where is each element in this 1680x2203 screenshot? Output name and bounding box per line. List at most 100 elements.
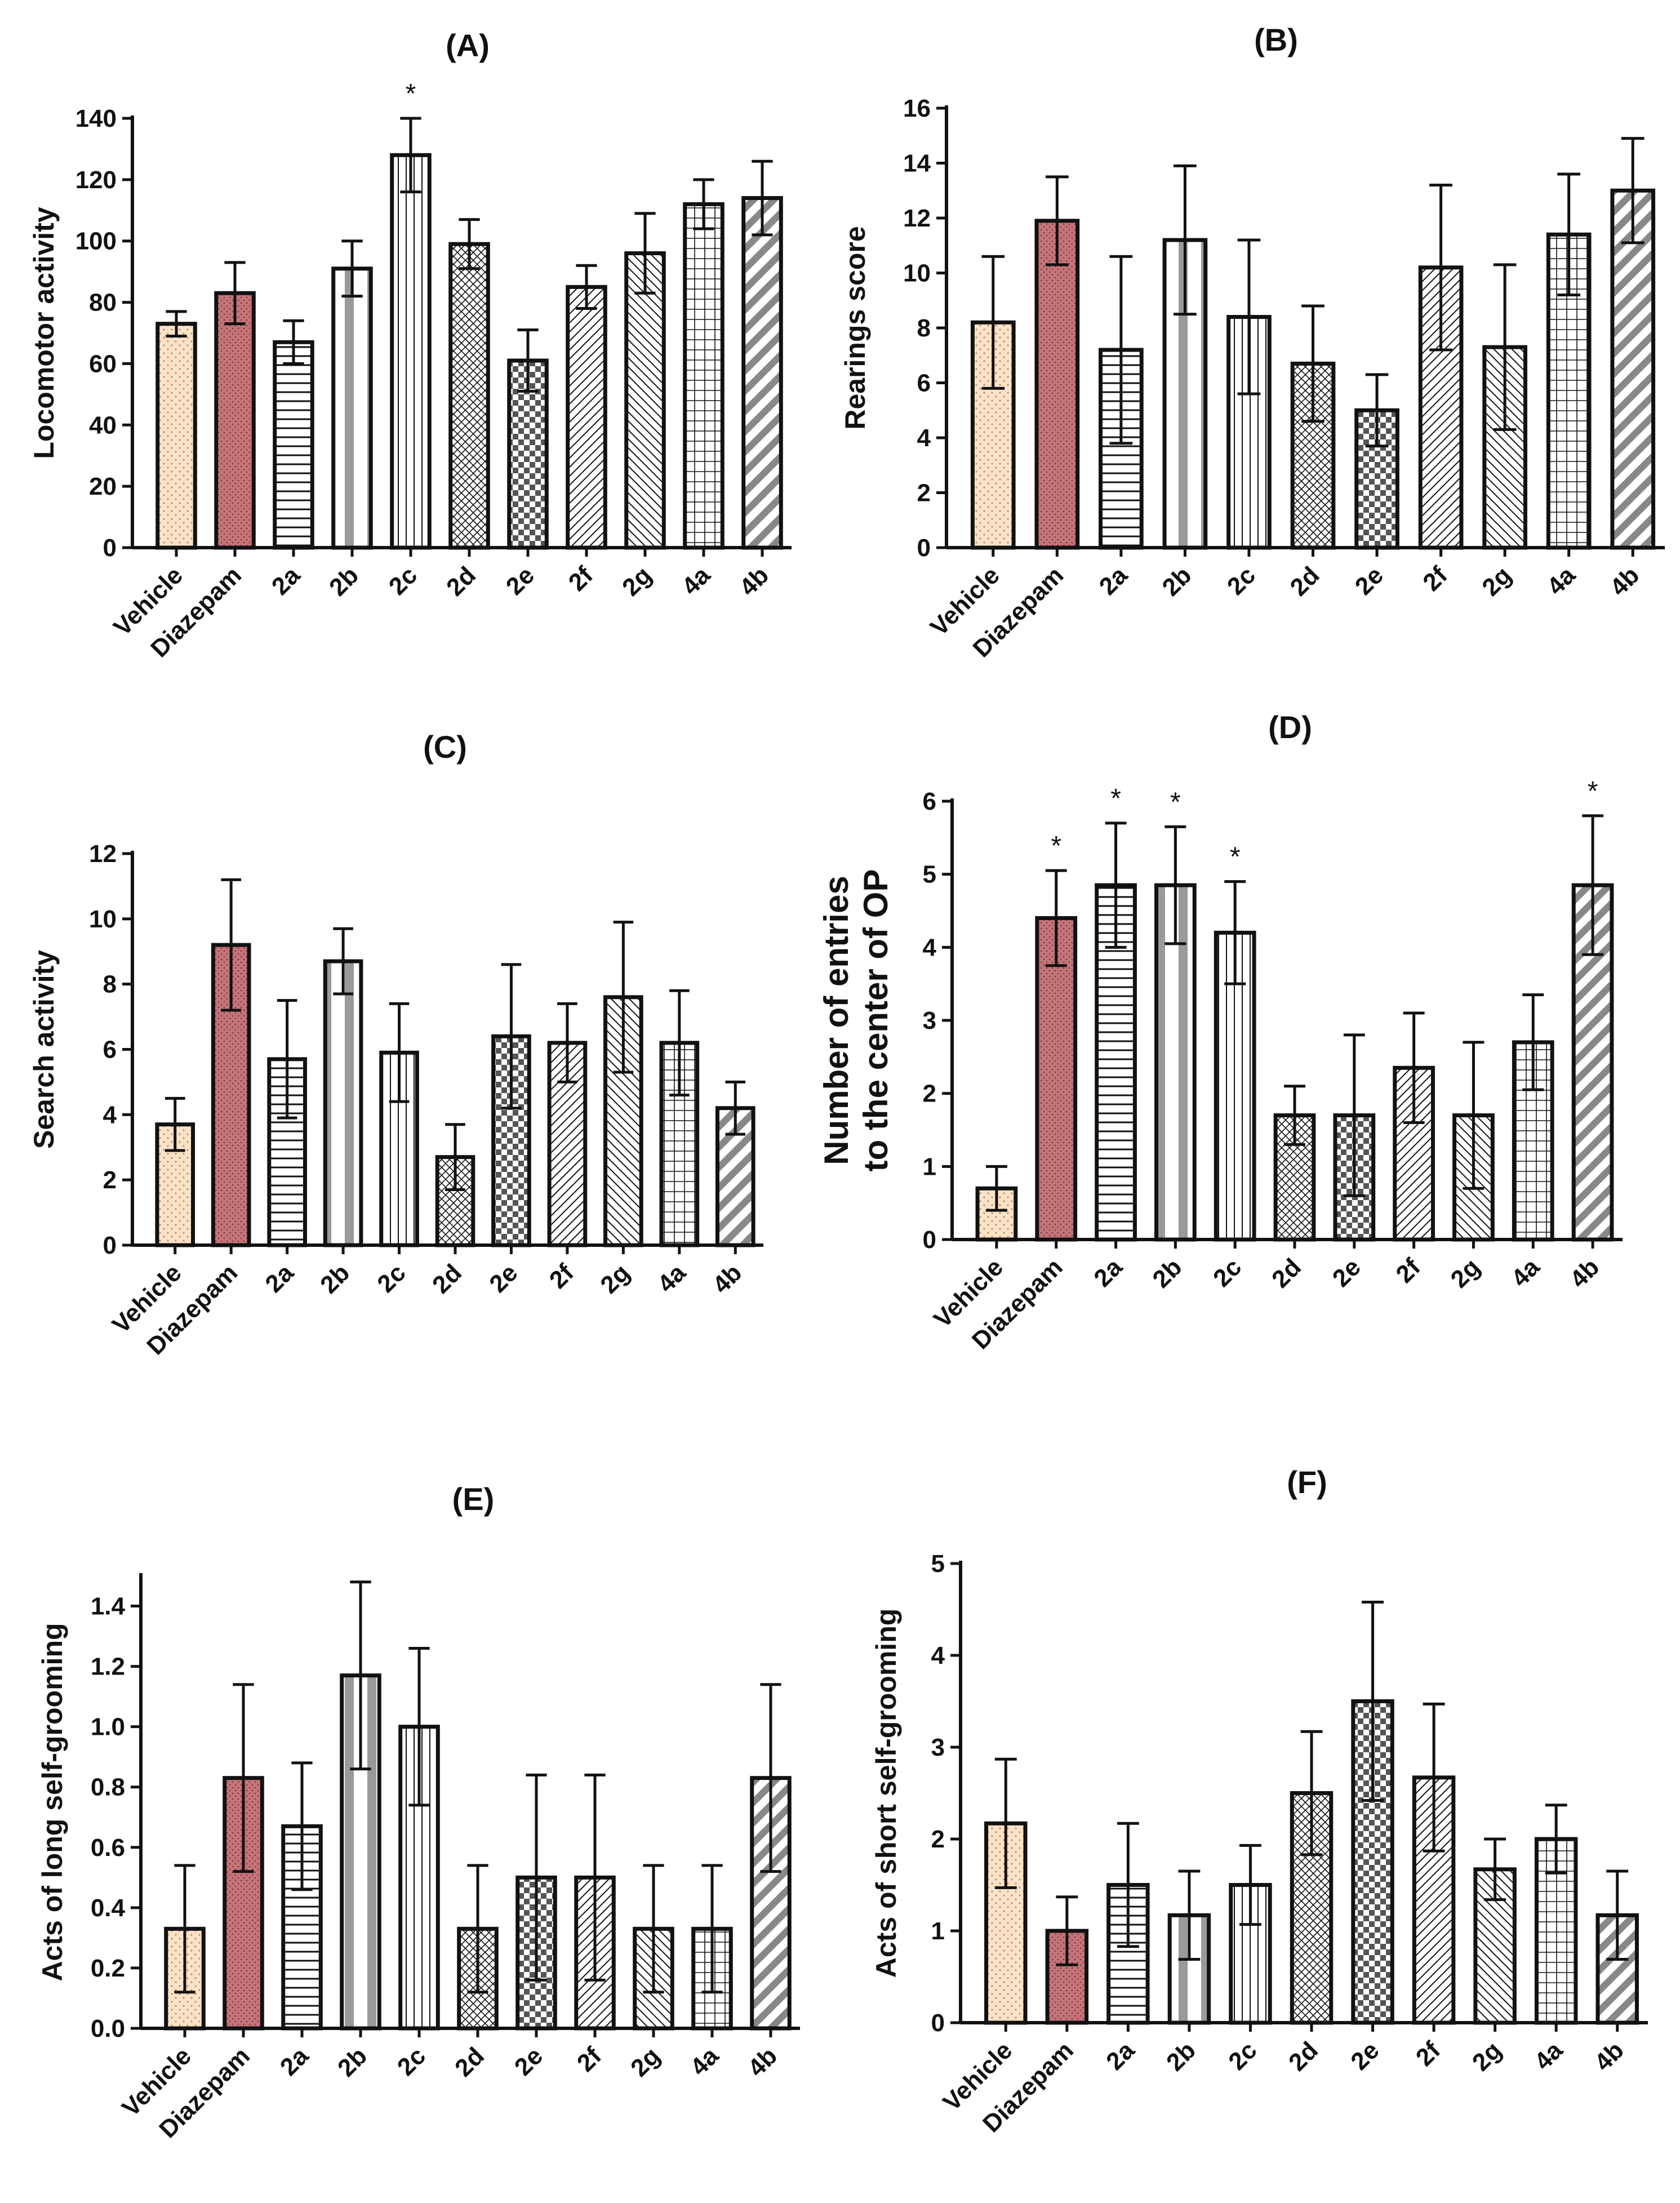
x-tick-label-2a: 2a (1088, 1253, 1128, 1293)
x-tick-label-2a: 2a (275, 2042, 314, 2081)
x-tick-label-4b: 4b (1565, 1253, 1605, 1293)
significance-star: * (1588, 776, 1598, 806)
x-tick-label-2c: 2c (1208, 1253, 1247, 1292)
chart-panel-e: (E) Acts of long self-grooming 0.0 0.2 0.4 0.… (37, 1481, 800, 2143)
x-tick-label-4a: 4a (1506, 1253, 1545, 1293)
y-tick-label: 6 (103, 1036, 117, 1064)
y-axis-label-line: Number of entries (817, 876, 855, 1165)
y-tick-label: 80 (89, 289, 117, 317)
y-tick-label: 4 (923, 934, 937, 961)
y-tick-label: 8 (103, 971, 117, 998)
x-tick-label-4b: 4b (707, 1259, 747, 1299)
x-tick-label-2f: 2f (563, 561, 599, 597)
x-tick-label-2c: 2c (1222, 561, 1261, 600)
x-tick-label-2e: 2e (484, 1259, 523, 1298)
chart-panel-a: (A)Locomotor activity020406080100120140V… (28, 28, 792, 663)
y-tick-label: 2 (931, 1826, 945, 1853)
bar-2d (448, 242, 490, 550)
x-tick-label-4a: 4a (685, 2042, 725, 2081)
significance-star: * (1230, 842, 1241, 872)
x-tick-label-2d: 2d (441, 561, 481, 601)
x-tick-label-4a: 4a (1529, 2036, 1568, 2076)
y-tick-label: 0.6 (91, 1834, 125, 1862)
panel-title: (F) (1287, 1464, 1327, 1500)
panel-title: (D) (1268, 709, 1312, 745)
y-tick-label: 6 (923, 788, 936, 815)
x-tick-label-2d: 2d (1266, 1253, 1306, 1293)
y-tick-label: 40 (89, 411, 117, 439)
significance-star: * (1170, 787, 1181, 817)
x-tick-label-2e: 2e (501, 561, 540, 600)
chart-panel-b: (B)Rearings score0246810121416VehicleDia… (839, 22, 1665, 663)
chart-panel-f: (F)Acts of short self-grooming012345Vehi… (870, 1464, 1648, 2138)
y-tick-label: 1 (923, 1153, 936, 1180)
x-tick-label-2d: 2d (1285, 561, 1325, 601)
bar-2f (566, 285, 607, 550)
chart-panel-c: (C)Search activity024681012VehicleDiazep… (28, 729, 763, 1360)
y-tick-label: 0 (923, 1226, 936, 1254)
x-tick-label-4a: 4a (652, 1259, 692, 1298)
y-tick-label: 14 (903, 150, 931, 177)
bar-vehicle (155, 322, 197, 550)
x-tick-label-2e: 2e (1327, 1253, 1366, 1292)
y-tick-label: 12 (903, 205, 931, 232)
x-tick-label-2f: 2f (1390, 1253, 1426, 1289)
x-tick-label-2a: 2a (1094, 561, 1134, 601)
x-tick-label-2c: 2c (1223, 2036, 1262, 2075)
y-tick-label: 4 (917, 424, 931, 452)
x-tick-label-2d: 2d (427, 1259, 467, 1299)
y-tick-label: 120 (75, 166, 117, 194)
x-tick-label-2b: 2b (315, 1259, 355, 1299)
y-tick-label: 3 (931, 1734, 945, 1761)
x-tick-label-2g: 2g (625, 2042, 665, 2082)
panel-title: (E) (452, 1481, 495, 1517)
x-tick-label-4a: 4a (677, 561, 716, 601)
x-tick-label-4b: 4b (1605, 561, 1645, 601)
y-tick-label: 1.2 (91, 1653, 125, 1681)
bar-2c (390, 153, 432, 550)
y-tick-label: 8 (917, 314, 931, 342)
y-tick-label: 16 (903, 95, 931, 122)
x-tick-label-4b: 4b (734, 561, 774, 601)
x-tick-label-2c: 2c (392, 2042, 431, 2081)
x-tick-label-2d: 2d (450, 2042, 490, 2082)
x-tick-label-2g: 2g (595, 1259, 635, 1299)
bar-diazepam (1034, 219, 1080, 550)
x-tick-label-2b: 2b (1161, 2036, 1201, 2076)
y-tick-label: 6 (917, 370, 931, 397)
x-tick-label-2f: 2f (544, 1259, 580, 1294)
y-tick-label: 1 (931, 1917, 945, 1945)
y-tick-label: 5 (923, 861, 936, 889)
bar-2g (624, 251, 666, 550)
x-tick-label-4b: 4b (743, 2042, 783, 2082)
significance-star: * (1051, 831, 1061, 861)
y-tick-label: 12 (89, 840, 117, 868)
y-tick-label: 2 (917, 479, 931, 507)
y-tick-label: 2 (103, 1166, 117, 1194)
x-tick-label-2a: 2a (266, 561, 306, 601)
significance-star: * (406, 79, 416, 109)
y-tick-label: 1.0 (91, 1713, 125, 1741)
bar-4a (683, 202, 725, 550)
y-tick-label: 4 (931, 1642, 945, 1669)
bar-2b (323, 959, 363, 1247)
bar-4b (741, 196, 783, 550)
x-tick-label-2e: 2e (1345, 2036, 1384, 2075)
y-axis-label-line: to the center of OP (857, 869, 895, 1172)
x-tick-label-2b: 2b (324, 561, 364, 601)
x-tick-label-2b: 2b (332, 2042, 372, 2082)
x-tick-label-2g: 2g (1446, 1253, 1486, 1293)
x-tick-label-2e: 2e (509, 2042, 548, 2081)
x-tick-label-2g: 2g (1477, 561, 1517, 601)
y-tick-label: 5 (931, 1550, 945, 1578)
y-tick-label: 0 (103, 1232, 117, 1259)
y-tick-label: 0.4 (91, 1894, 126, 1922)
y-axis-label: Rearings score (839, 226, 871, 429)
y-tick-label: 0 (103, 534, 117, 562)
x-tick-label-2f: 2f (1417, 561, 1453, 597)
y-tick-label: 20 (89, 473, 117, 500)
y-tick-label: 0 (917, 534, 931, 562)
x-tick-label-2e: 2e (1350, 561, 1389, 600)
x-tick-label-4b: 4b (1589, 2036, 1629, 2076)
x-tick-label-2a: 2a (1101, 2036, 1140, 2076)
